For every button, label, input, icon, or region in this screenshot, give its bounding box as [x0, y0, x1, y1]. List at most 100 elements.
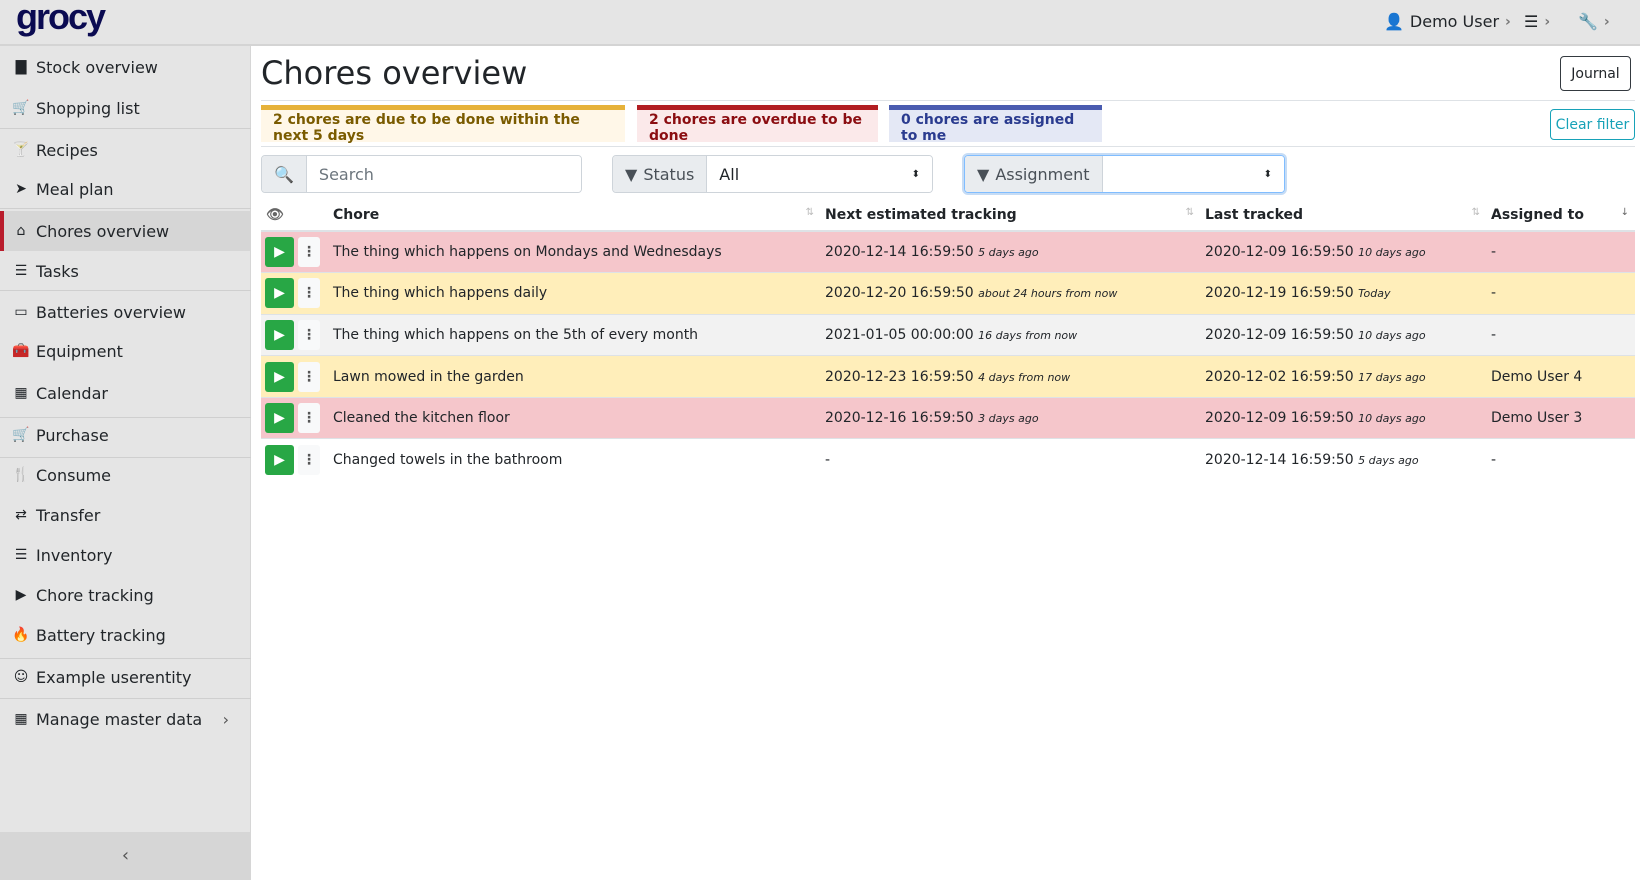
- sidebar-item-calendar[interactable]: ▦ Calendar: [0, 373, 251, 413]
- next-tracking: 2020-12-16 16:59:50 3 days ago: [820, 396, 1200, 439]
- box-icon: ▇: [15, 59, 27, 75]
- last-tracked: 2020-12-09 16:59:50 10 days ago: [1200, 313, 1486, 356]
- status-filter: ▼ Status All ⬍: [612, 155, 933, 193]
- track-chore-button[interactable]: ▶: [265, 237, 294, 268]
- grocy-logo[interactable]: grocy: [16, 0, 106, 37]
- sidebar-item-chore-tracking[interactable]: ▶ Chore tracking: [0, 575, 251, 615]
- track-chore-button[interactable]: ▶: [265, 319, 294, 350]
- ellipsis-vertical-icon: ⋮: [302, 244, 316, 261]
- next-relative: 5 days ago: [978, 246, 1039, 260]
- sort-icon: ↓: [1620, 207, 1629, 218]
- next-date: -: [825, 452, 831, 469]
- sidebar-item-transfer[interactable]: ⇄ Transfer: [0, 495, 251, 535]
- tasks-icon: ☰: [14, 263, 28, 279]
- column-header-next[interactable]: Next estimated tracking ⇅: [820, 200, 1200, 232]
- smile-icon: ☺: [13, 669, 29, 685]
- next-tracking: 2021-01-05 00:00:00 16 days from now: [820, 313, 1200, 356]
- sidebar-item-equipment[interactable]: 🧰 Equipment: [0, 331, 251, 371]
- track-chore-button[interactable]: ▶: [265, 361, 294, 392]
- table-row: ▶ ⋮ Changed towels in the bathroom - 2020…: [261, 438, 1635, 481]
- column-header-assigned[interactable]: Assigned to ↓: [1486, 200, 1635, 232]
- sidebar-item-example-userentity[interactable]: ☺ Example userentity: [0, 657, 251, 697]
- settings-menu[interactable]: ☰ ›: [1524, 12, 1550, 31]
- wrench-icon: 🔧: [1578, 12, 1598, 31]
- play-icon: ▶: [15, 587, 27, 603]
- more-options-button[interactable]: ⋮: [298, 361, 320, 392]
- sidebar-item-shopping-list[interactable]: 🛒 Shopping list: [0, 88, 251, 128]
- chores-table: 👁 Chore ⇅ Next estimated tracking ⇅ Last t…: [261, 200, 1635, 481]
- status-select[interactable]: All ⬍: [707, 156, 932, 192]
- more-options-button[interactable]: ⋮: [298, 278, 320, 309]
- sidebar-item-chores-overview[interactable]: ⌂ Chores overview: [0, 211, 251, 251]
- sidebar-item-batteries-overview[interactable]: ▭ Batteries overview: [0, 292, 251, 332]
- search-input[interactable]: Search: [306, 156, 581, 192]
- column-header-chore[interactable]: Chore ⇅: [328, 200, 820, 232]
- last-tracked: 2020-12-14 16:59:50 5 days ago: [1200, 438, 1486, 481]
- chevron-right-icon: ›: [1603, 13, 1610, 30]
- sliders-icon: ☰: [1524, 12, 1539, 31]
- sort-icon: ⇅: [1185, 207, 1194, 218]
- column-header-last[interactable]: Last tracked ⇅: [1200, 200, 1486, 232]
- sidebar-item-label: Manage master data: [36, 709, 203, 729]
- calendar-icon: ▦: [14, 385, 28, 401]
- sidebar-item-label: Battery tracking: [36, 625, 166, 645]
- fire-icon: 🔥: [12, 627, 30, 643]
- chore-name[interactable]: The thing which happens daily: [328, 272, 820, 315]
- sidebar-item-recipes[interactable]: 🍸 Recipes: [0, 130, 251, 170]
- ellipsis-vertical-icon: ⋮: [302, 326, 316, 343]
- collapse-sidebar-button[interactable]: ‹: [0, 832, 251, 880]
- sidebar-item-consume[interactable]: 🍴 Consume: [0, 455, 251, 495]
- sidebar-item-label: Example userentity: [36, 667, 192, 687]
- eye-icon: 👁: [266, 207, 284, 223]
- overdue-filter-alert[interactable]: 2 chores are overdue to be done: [637, 105, 878, 144]
- last-date: 2020-12-09 16:59:50: [1205, 410, 1354, 427]
- clear-filter-button[interactable]: Clear filter: [1550, 109, 1635, 140]
- user-menu[interactable]: 👤 Demo User ›: [1384, 12, 1511, 31]
- more-options-button[interactable]: ⋮: [298, 445, 320, 476]
- column-label: Last tracked: [1205, 207, 1304, 223]
- more-options-button[interactable]: ⋮: [298, 403, 320, 434]
- assignment-label: Assignment: [995, 164, 1090, 184]
- user-icon: 👤: [1384, 12, 1404, 31]
- track-chore-button[interactable]: ▶: [265, 403, 294, 434]
- sidebar-item-manage-master-data[interactable]: ▦ Manage master data ›: [0, 699, 251, 739]
- sidebar-item-meal-plan[interactable]: ➤ Meal plan: [0, 169, 251, 209]
- sidebar-item-label: Inventory: [36, 545, 113, 565]
- sidebar-divider: [0, 128, 251, 129]
- more-options-button[interactable]: ⋮: [298, 237, 320, 268]
- table-row: ▶ ⋮ Lawn mowed in the garden 2020-12-23 1…: [261, 355, 1635, 398]
- sidebar-item-tasks[interactable]: ☰ Tasks: [0, 251, 251, 291]
- assigned-filter-alert[interactable]: 0 chores are assigned to me: [889, 105, 1102, 144]
- sort-icon: ⇅: [805, 207, 814, 218]
- sidebar-item-purchase[interactable]: 🛒 Purchase: [0, 415, 251, 455]
- sidebar-item-label: Chores overview: [36, 221, 170, 241]
- next-relative: 16 days from now: [978, 328, 1078, 342]
- chore-name[interactable]: Changed towels in the bathroom: [328, 438, 820, 481]
- paper-plane-icon: ➤: [15, 181, 27, 197]
- chore-name[interactable]: The thing which happens on the 5th of ev…: [328, 313, 820, 356]
- sidebar-item-inventory[interactable]: ☰ Inventory: [0, 535, 251, 575]
- chore-name[interactable]: Cleaned the kitchen floor: [328, 396, 820, 439]
- sidebar-item-label: Purchase: [36, 425, 109, 445]
- sidebar-divider: [0, 417, 251, 418]
- list-icon: ☰: [14, 547, 28, 563]
- chore-name[interactable]: Lawn mowed in the garden: [328, 355, 820, 398]
- journal-button[interactable]: Journal: [1560, 56, 1631, 91]
- chore-name[interactable]: The thing which happens on Mondays and W…: [328, 230, 820, 273]
- column-visibility-toggle[interactable]: 👁: [261, 200, 328, 232]
- tools-menu[interactable]: 🔧 ›: [1578, 12, 1610, 31]
- sidebar-item-stock-overview[interactable]: ▇ Stock overview: [0, 47, 251, 87]
- last-relative: 10 days ago: [1358, 412, 1426, 426]
- next-date: 2021-01-05 00:00:00: [825, 326, 974, 343]
- assignment-select[interactable]: ⬍: [1102, 156, 1284, 192]
- more-options-button[interactable]: ⋮: [298, 319, 320, 350]
- sidebar-item-battery-tracking[interactable]: 🔥 Battery tracking: [0, 615, 251, 655]
- select-arrows-icon: ⬍: [911, 168, 920, 180]
- sidebar-divider: [0, 290, 251, 291]
- next-date: 2020-12-16 16:59:50: [825, 410, 974, 427]
- track-chore-button[interactable]: ▶: [265, 445, 294, 476]
- sidebar-item-label: Transfer: [36, 505, 101, 525]
- track-chore-button[interactable]: ▶: [265, 278, 294, 309]
- assigned-to: -: [1486, 272, 1635, 315]
- due-soon-filter-alert[interactable]: 2 chores are due to be done within the n…: [261, 105, 625, 144]
